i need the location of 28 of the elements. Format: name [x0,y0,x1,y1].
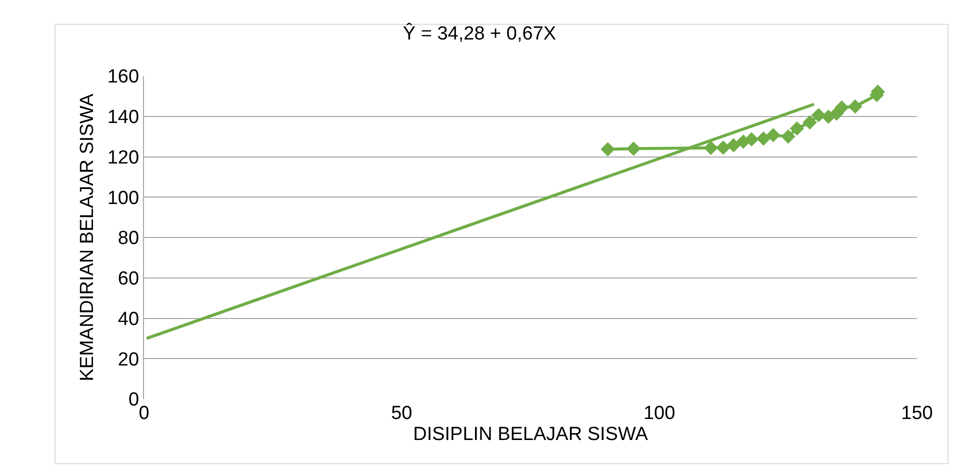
point [834,100,849,115]
y-tick-label: 20 [118,349,140,370]
point [716,140,730,155]
y-tick-label: 100 [107,188,140,209]
point [626,142,641,156]
y-tick-label: 60 [118,268,140,290]
point [790,121,804,136]
x-tick-label: 100 [643,403,676,424]
point [848,99,862,114]
y-tick-label: 160 [107,66,140,88]
point [744,132,759,147]
point [766,128,780,142]
x-axis-title: DISIPLIN BELAJAR SISWA [413,424,648,445]
x-tick-label: 150 [901,403,933,424]
y-tick-label: 0 [128,390,140,411]
point [726,138,741,152]
point [802,115,817,130]
y-tick-label: 120 [107,147,140,168]
y-tick-label: 140 [107,107,140,128]
point [781,129,796,144]
point [704,140,718,156]
chart-title: Ŷ = 34,28 + 0,67X [402,22,556,44]
y-tick-label: 80 [118,228,140,250]
point [600,142,615,156]
y-tick-label: 40 [118,308,140,330]
y-axis-title: KEMANDIRIAN BELAJAR SISWA [77,93,98,382]
point [756,131,771,146]
x-tick-label: 50 [391,403,412,424]
